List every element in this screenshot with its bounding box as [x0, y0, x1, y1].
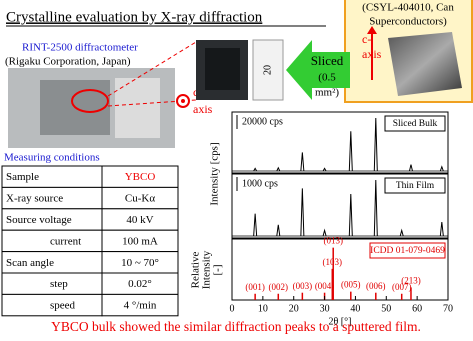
peak [400, 230, 403, 236]
y-axis-label: [-] [212, 265, 224, 276]
conditions-heading: Measuring conditions [4, 152, 100, 164]
conclusion: YBCO bulk showed the similar diffraction… [51, 319, 421, 334]
conditions-table: Sample YBCO X-ray source Cu-Kα Source voltag… [2, 166, 178, 316]
row-label: Scan angle [6, 257, 54, 269]
title: Crystalline evaluation by X-ray diffract… [6, 9, 263, 25]
row-label: X-ray source [6, 193, 63, 205]
x-tick-label: 0 [230, 303, 235, 314]
legend-label: Thin Film [396, 181, 435, 191]
row-label: current [50, 235, 81, 247]
peak-label: (002) [269, 282, 289, 292]
peak [374, 118, 377, 171]
peak [349, 194, 352, 236]
c-axis-label: axis [362, 47, 382, 61]
instrument-name: RINT-2500 diffractometer [22, 42, 138, 54]
peak-label: (006) [366, 281, 386, 291]
peak [301, 152, 304, 171]
y-axis-label: Intensity [cps] [209, 142, 221, 205]
peak [254, 214, 257, 236]
row-value: 100 mA [122, 235, 158, 247]
x-tick-label: 10 [258, 303, 268, 314]
row-value: 0.02° [128, 278, 152, 290]
scale-label: 1000 cps [242, 178, 278, 189]
peak-label: (213) [401, 275, 421, 285]
legend-label: ICDD 01-079-0469 [370, 246, 445, 256]
peak [277, 168, 280, 171]
peak-label: (005) [341, 280, 361, 290]
arrow-text: (0.5 [318, 72, 336, 84]
x-tick-label: 30 [320, 303, 330, 314]
peak-label: (003) [293, 281, 313, 291]
c-axis-label: axis [193, 102, 213, 116]
peak [440, 167, 443, 171]
crystal-image [388, 32, 462, 96]
x-tick-label: 50 [381, 303, 391, 314]
row-label: Source voltage [6, 214, 72, 226]
xrd-chart: 20000 cps Sliced Bulk Intensity [cps] 1000 … [190, 112, 453, 327]
peak [349, 131, 352, 171]
row-value: 4 °/min [124, 300, 157, 312]
scale-label: 20000 cps [242, 116, 283, 127]
peak [440, 222, 443, 236]
row-value: 40 kV [126, 214, 153, 226]
peak [409, 165, 412, 171]
peak-label: (001) [245, 282, 265, 292]
page: {"title":"Crystalline evaluation by X-ra… [0, 0, 473, 336]
arrow-text: Sliced [311, 53, 344, 68]
sample-box-line: (CSYL-404010, Can [362, 2, 454, 14]
sample-photo [205, 48, 240, 90]
x-tick-label: 70 [443, 303, 453, 314]
legend-label: Sliced Bulk [393, 119, 438, 129]
row-value: YBCO [125, 171, 156, 183]
row-value: 10 ~ 70° [121, 257, 159, 269]
peak [277, 225, 280, 236]
row-label: speed [50, 300, 76, 312]
x-tick-label: 60 [412, 303, 422, 314]
row-label: Sample [6, 171, 39, 183]
axis-symbol [181, 99, 185, 103]
peak-label: (004) [315, 281, 335, 291]
instrument-maker: (Rigaku Corporation, Japan) [5, 56, 131, 68]
ruler-label: 20 [262, 65, 273, 75]
slide: Crystalline evaluation by X-ray diffract… [0, 0, 473, 336]
x-tick-label: 40 [350, 303, 360, 314]
row-label: step [50, 278, 68, 290]
peak [301, 188, 304, 236]
peak-label: (013) [323, 236, 343, 246]
arrow-text: mm²) [315, 87, 339, 99]
peak [374, 180, 377, 236]
peak-label: (103) [323, 257, 343, 267]
sample-box-line: Superconductors) [369, 16, 447, 28]
x-tick-label: 20 [289, 303, 299, 314]
c-axis-label: c- [362, 32, 371, 46]
row-value: Cu-Kα [125, 193, 155, 205]
